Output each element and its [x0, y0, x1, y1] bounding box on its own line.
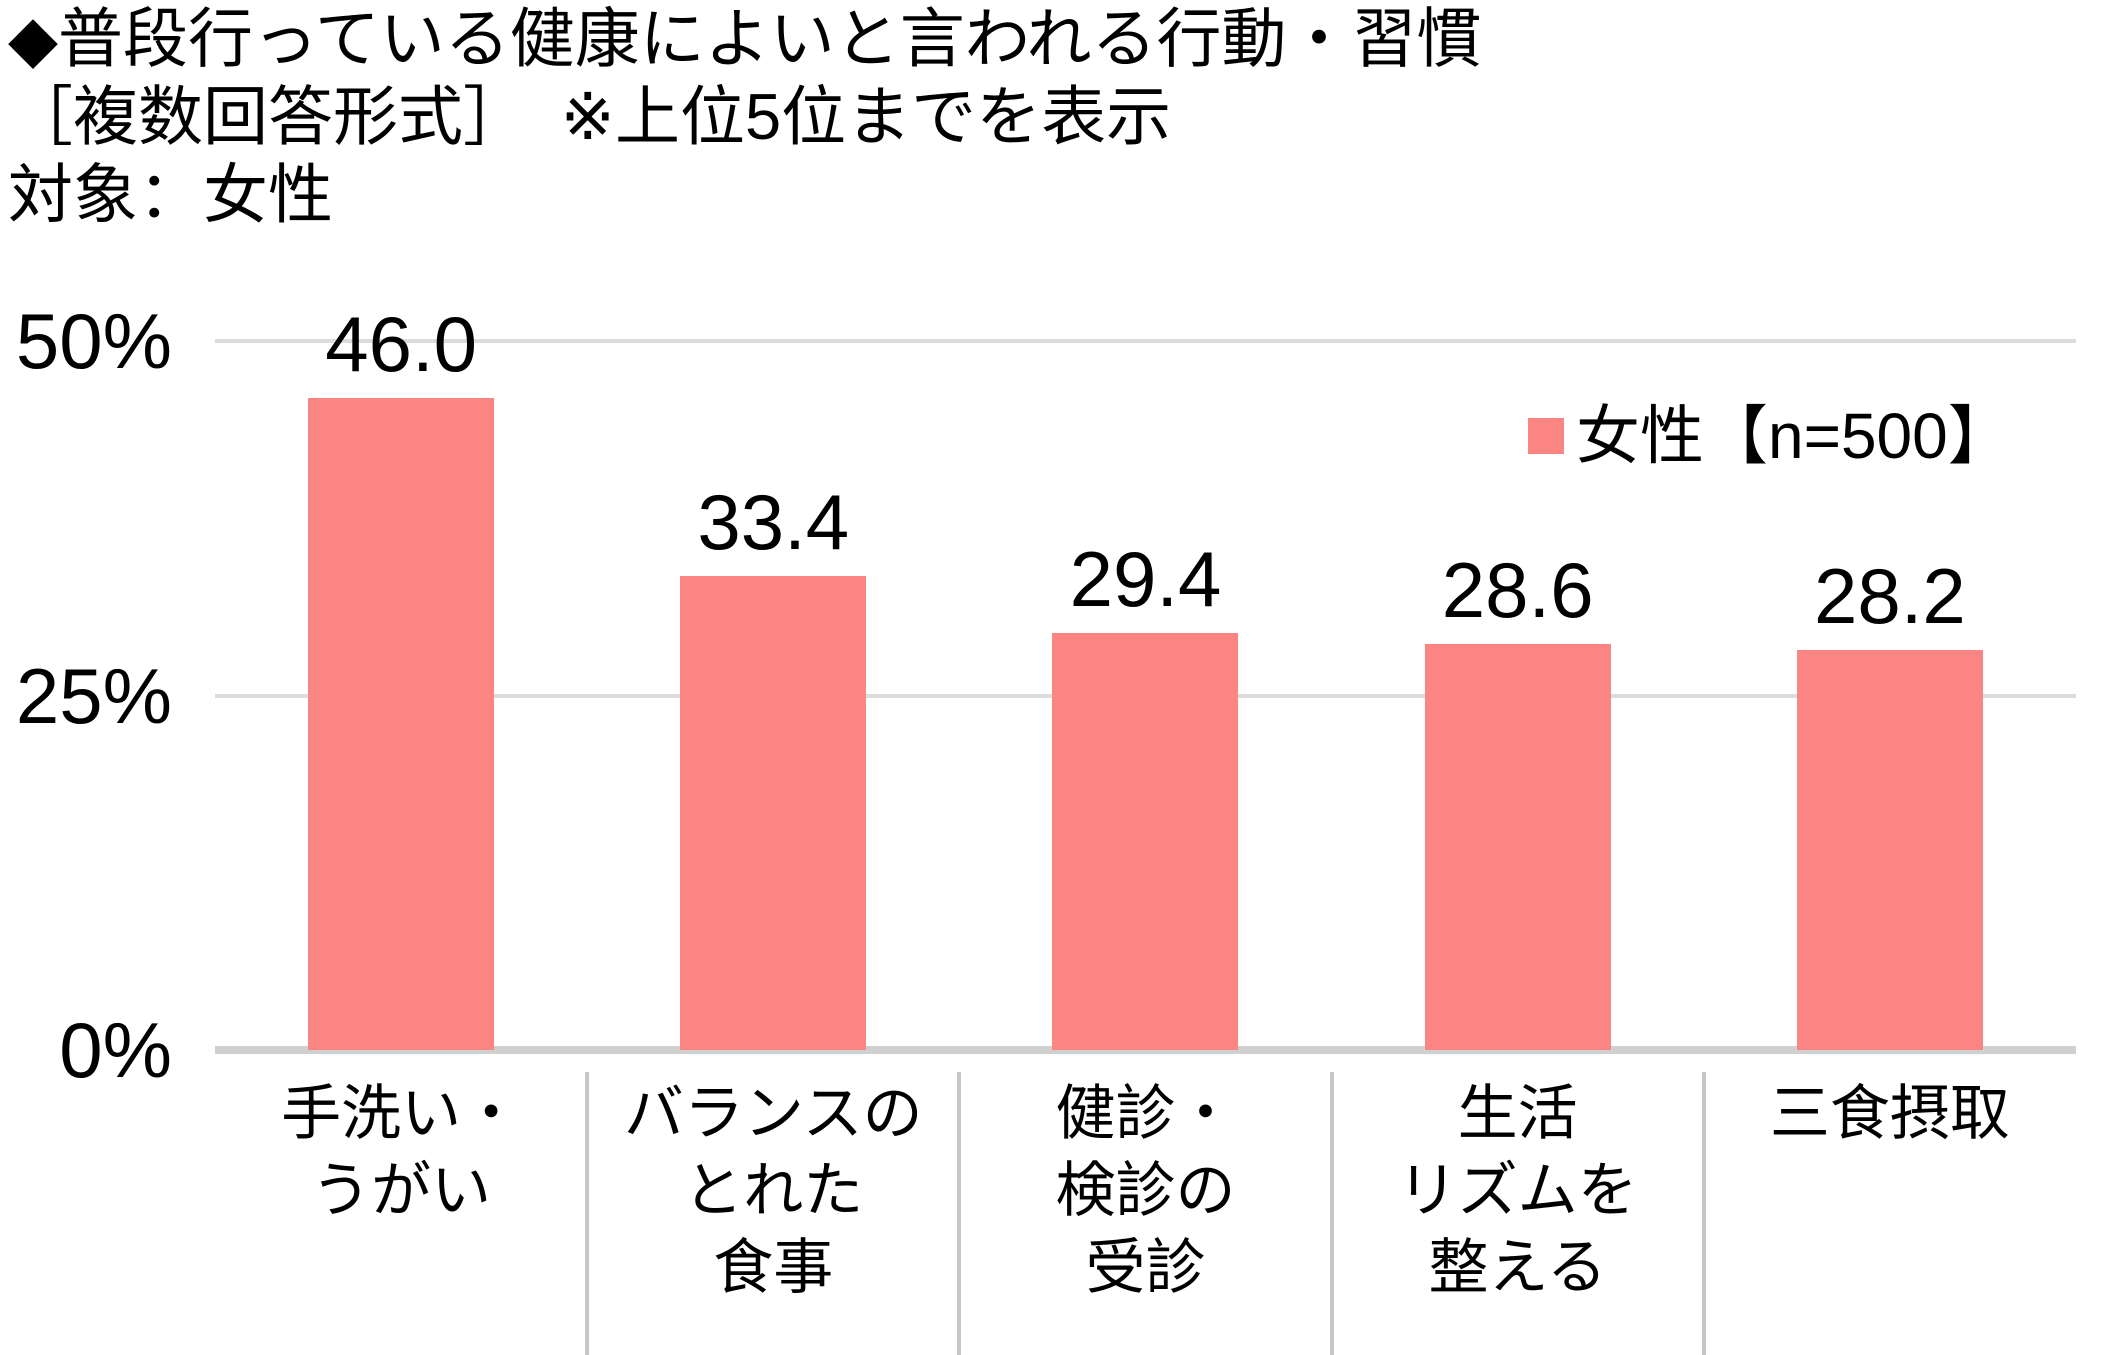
- bar: [1052, 633, 1239, 1050]
- chart-subtitle: ［複数回答形式］ ※上位5位までを表示: [8, 80, 1172, 153]
- category-label-3: 生活 リズムを 整える: [1332, 1075, 1704, 1306]
- bar-value-label: 29.4: [1069, 535, 1222, 624]
- category-label-line: とれた: [683, 1157, 864, 1224]
- gridline-50: [215, 339, 2076, 343]
- bar: [1424, 644, 1611, 1050]
- legend: 女性【n=500】: [1528, 400, 2012, 472]
- category-label-2: 健診・ 検診の 受診: [959, 1075, 1331, 1306]
- category-divider: [1701, 1072, 1706, 1355]
- bar-value-label: 28.2: [1813, 552, 1966, 641]
- category-divider: [1329, 1072, 1334, 1355]
- category-label-line: 検診の: [1055, 1157, 1236, 1224]
- legend-marker-swatch: [1528, 418, 1564, 454]
- x-axis-category-labels: 手洗い・ うがい バランスの とれた 食事 健診・ 検診の 受診 生活 リズムを 整える 三食摂取: [215, 1075, 2076, 1306]
- bar-value-label: 33.4: [697, 478, 850, 567]
- plot-area: 46.0 33.4 29.4 28.6 28.2: [215, 304, 2076, 1050]
- category-label-line: バランスの: [623, 1080, 923, 1147]
- category-label-4: 三食摂取: [1704, 1075, 2076, 1306]
- category-label-line: 手洗い・: [281, 1080, 522, 1147]
- category-label-line: 健診・: [1055, 1080, 1236, 1147]
- chart-target-note: 対象：女性: [8, 158, 334, 231]
- bar: [1796, 650, 1983, 1050]
- category-label-line: うがい: [311, 1157, 492, 1224]
- bar-group-3: 28.6: [1332, 341, 1704, 1050]
- chart-title: ◆普段行っている健康によいと言われる行動・習慣: [8, 2, 1482, 75]
- legend-series-label: 女性【n=500】: [1576, 400, 2012, 472]
- bar: [308, 397, 495, 1050]
- bar-group-4: 28.2: [1704, 341, 2076, 1050]
- y-axis-tick-label-0: 0%: [59, 1006, 172, 1094]
- y-axis-tick-label-50: 50%: [15, 297, 172, 385]
- y-axis-tick-label-25: 25%: [15, 651, 172, 740]
- category-label-line: リズムを: [1397, 1157, 1638, 1224]
- category-label-1: バランスのとれた食事: [587, 1075, 959, 1306]
- category-label-line: 受診: [1085, 1234, 1206, 1301]
- category-label-line: 三食摂取: [1769, 1080, 2010, 1147]
- category-divider: [585, 1072, 590, 1355]
- bar-value-label: 28.6: [1441, 546, 1594, 635]
- category-label-0: 手洗い・ うがい: [215, 1075, 587, 1306]
- category-label-line: 食事: [713, 1234, 834, 1301]
- category-divider: [957, 1072, 962, 1355]
- x-axis-line: [215, 1046, 2076, 1054]
- chart-header: ◆普段行っている健康によいと言われる行動・習慣 ［複数回答形式］ ※上位5位まで…: [8, 0, 1482, 234]
- category-label-line: 生活: [1457, 1080, 1578, 1147]
- bar-value-label: 46.0: [325, 299, 477, 388]
- bar-group-2: 29.4: [959, 341, 1331, 1050]
- category-label-line: 整える: [1428, 1234, 1607, 1301]
- bar-group-1: 33.4: [587, 341, 959, 1050]
- bar-group-0: 46.0: [215, 304, 587, 1050]
- bar: [680, 576, 867, 1050]
